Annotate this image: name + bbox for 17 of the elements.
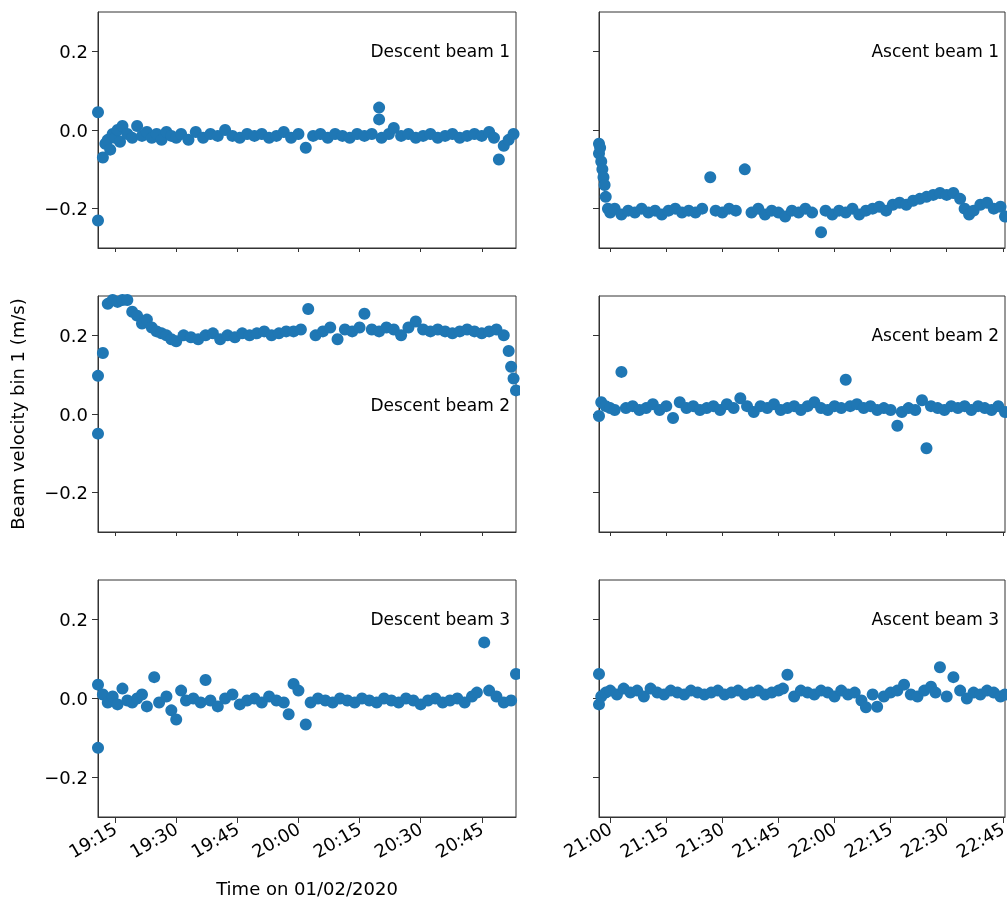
annotation: Descent beam 1 (370, 40, 511, 61)
y-tick-label: −0.2 (44, 482, 88, 504)
y-tick-label: 0.2 (59, 40, 88, 62)
y-tick-label: −0.2 (44, 198, 88, 220)
annotation: Ascent beam 1 (871, 40, 1000, 61)
annotation: Ascent beam 3 (871, 608, 1000, 629)
annotation: Descent beam 3 (370, 608, 511, 629)
y-tick-label: 0.2 (59, 324, 88, 346)
y-tick-label: 0.0 (59, 119, 88, 141)
y-tick-label: 0.2 (59, 609, 88, 630)
y-axis-title: Beam velocity bin 1 (m/s) (6, 298, 28, 530)
y-tick-label: −0.2 (44, 767, 88, 788)
annotation: Ascent beam 2 (871, 324, 1000, 345)
y-tick-label: 0.0 (59, 688, 88, 709)
annotation: Descent beam 2 (370, 395, 511, 416)
y-tick-label: 0.0 (59, 403, 88, 425)
x-axis-title: Time on 01/02/2020 (215, 877, 398, 899)
